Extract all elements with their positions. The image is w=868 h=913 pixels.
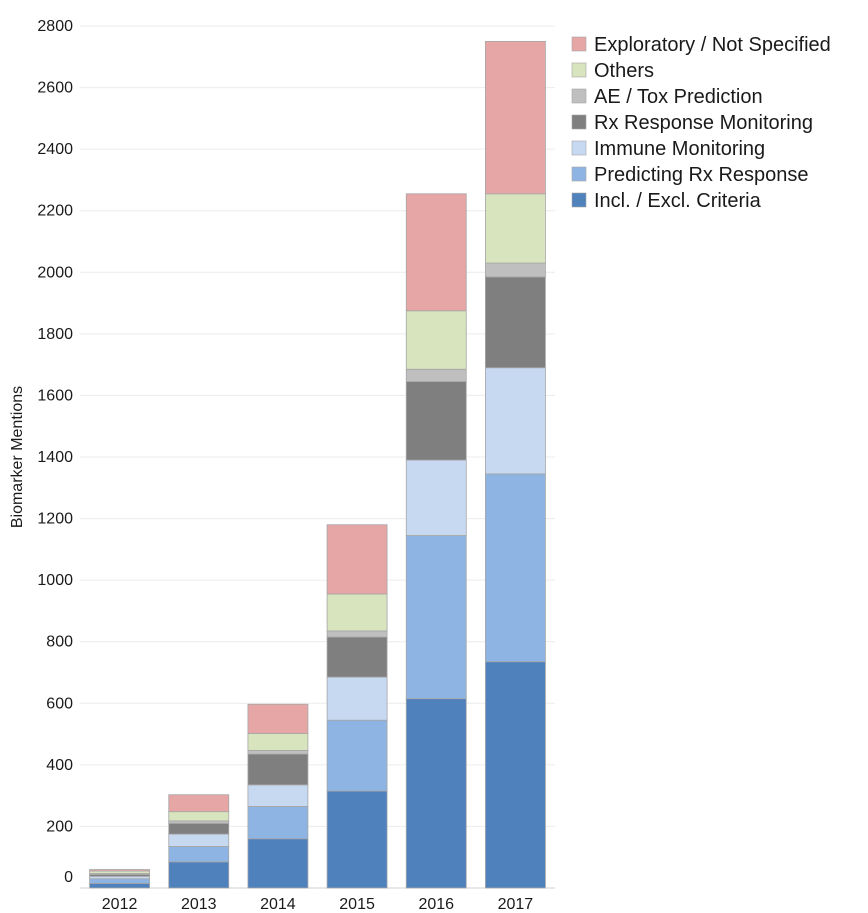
legend-swatch (571, 36, 587, 52)
bar-segment (405, 698, 467, 889)
bar-stack-2014 (247, 703, 309, 889)
y-tick-label: 800 (46, 634, 73, 651)
legend-item: Incl. / Excl. Criteria (571, 190, 762, 212)
legend-item: Exploratory / Not Specified (571, 34, 831, 56)
bar-stack-2013 (168, 794, 230, 889)
legend-label: Others (594, 60, 654, 82)
bar-segment (168, 846, 230, 863)
bar-segment (247, 703, 309, 734)
bar-segment (326, 636, 388, 678)
bar-segment (168, 833, 230, 847)
legend-label: Predicting Rx Response (594, 164, 809, 186)
y-tick-label: 1800 (37, 326, 73, 343)
bar-segment (168, 794, 230, 813)
bars (89, 40, 546, 889)
bar-stack-2012 (89, 869, 150, 889)
bar-segment (405, 193, 467, 312)
bar-stack-2017 (485, 40, 546, 889)
legend-swatch (571, 88, 587, 104)
bar-segment (168, 861, 230, 889)
bar-segment (326, 630, 388, 638)
bar-segment (326, 719, 388, 792)
bar-segment (326, 676, 388, 721)
legend-label: AE / Tox Prediction (594, 86, 763, 108)
bar-segment (485, 661, 546, 889)
y-tick-label: 2600 (37, 80, 73, 97)
y-tick-label: 1600 (37, 387, 73, 404)
bar-segment (405, 535, 467, 700)
bar-segment (89, 869, 150, 872)
bar-segment (326, 790, 388, 889)
legend-swatch (571, 166, 587, 182)
legend-swatch (571, 62, 587, 78)
bar-segment (247, 838, 309, 889)
bar-segment (485, 276, 546, 369)
gridlines (80, 25, 555, 827)
bar-segment (326, 524, 388, 595)
bar-segment (405, 310, 467, 370)
y-tick-label: 2800 (37, 18, 73, 35)
bar-segment (168, 822, 230, 835)
y-tick-label: 1400 (37, 449, 73, 466)
legend-label: Rx Response Monitoring (594, 112, 813, 134)
legend-item: Predicting Rx Response (571, 164, 809, 186)
bar-segment (247, 753, 309, 786)
x-tick-label: 2015 (339, 896, 375, 913)
y-tick-label: 2400 (37, 141, 73, 158)
bar-stack-2016 (405, 193, 467, 889)
y-tick-label: 600 (46, 695, 73, 712)
x-tick-label: 2014 (260, 896, 296, 913)
bar-segment (485, 40, 546, 195)
legend-item: Rx Response Monitoring (571, 112, 813, 134)
legend-item: Others (571, 60, 654, 82)
y-axis-ticks: 0 200 400 600 800 1000 1200 1400 1600 1800 2000 220… (37, 18, 73, 886)
x-tick-label: 2012 (102, 896, 138, 913)
legend-label: Incl. / Excl. Criteria (594, 190, 762, 212)
y-tick-label: 2200 (37, 203, 73, 220)
bar-segment (89, 878, 150, 884)
y-tick-label: 1200 (37, 511, 73, 528)
bar-segment (326, 593, 388, 632)
bar-segment (247, 784, 309, 807)
bar-segment (89, 882, 150, 889)
bar-segment (405, 459, 467, 536)
y-tick-label: 0 (64, 869, 73, 886)
legend-swatch (571, 192, 587, 208)
y-axis-label: Biomarker Mentions (9, 386, 26, 528)
y-tick-label: 1000 (37, 572, 73, 589)
bar-segment (247, 749, 309, 755)
x-tick-label: 2017 (498, 896, 534, 913)
y-tick-label: 200 (46, 818, 73, 835)
x-tick-label: 2013 (181, 896, 217, 913)
bar-segment (405, 381, 467, 461)
bar-stack-2015 (326, 524, 388, 889)
legend-item: AE / Tox Prediction (571, 86, 763, 108)
bar-segment (485, 367, 546, 475)
bar-segment (168, 811, 230, 822)
bar-segment (485, 473, 546, 663)
legend-item: Immune Monitoring (571, 138, 765, 160)
bar-segment (485, 262, 546, 278)
legend: Exploratory / Not Specified Others AE / To… (571, 34, 831, 212)
bar-segment (247, 733, 309, 751)
x-tick-label: 2016 (418, 896, 454, 913)
bar-segment (405, 368, 467, 382)
y-tick-label: 2000 (37, 264, 73, 281)
legend-label: Immune Monitoring (594, 138, 765, 160)
x-axis-ticks: 2012 2013 2014 2015 2016 2017 (102, 896, 534, 913)
legend-swatch (571, 140, 587, 156)
bar-segment (485, 193, 546, 264)
legend-swatch (571, 114, 587, 130)
legend-label: Exploratory / Not Specified (594, 34, 831, 56)
y-tick-label: 400 (46, 757, 73, 774)
bar-segment (247, 806, 309, 840)
